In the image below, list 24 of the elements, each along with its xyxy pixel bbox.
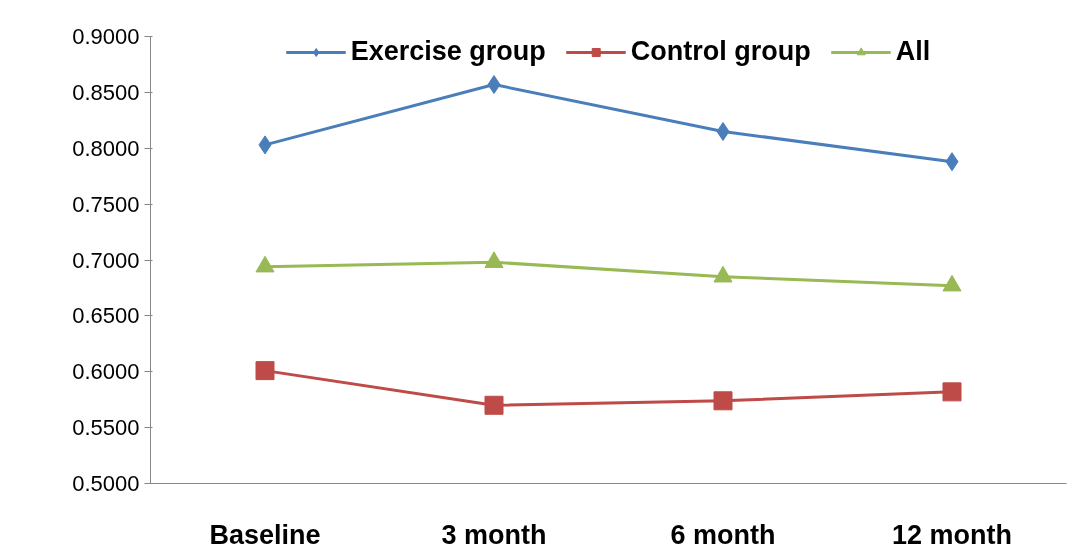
y-tick-label: 0.7000	[72, 247, 140, 273]
y-tick-label: 0.8000	[72, 135, 140, 161]
legend-label: Control group	[630, 36, 811, 67]
x-tick-label: 12 month	[891, 519, 1013, 550]
y-tick-label: 0.5500	[72, 415, 140, 441]
legend-label: Exercise group	[350, 36, 546, 67]
y-tick-label: 0.6500	[72, 303, 140, 329]
point	[484, 395, 504, 415]
point	[255, 361, 275, 381]
point	[487, 75, 501, 95]
point	[945, 152, 959, 172]
x-tick-label: 6 month	[670, 519, 776, 550]
legend-label: All	[895, 36, 931, 67]
point	[942, 382, 962, 402]
y-tick-label: 0.6000	[72, 359, 140, 385]
y-tick-label: 0.8500	[72, 79, 140, 105]
point	[713, 391, 733, 411]
y-tick-label: 0.9000	[72, 24, 140, 49]
x-tick-label: 3 month	[441, 519, 547, 550]
y-tick-label: 0.7500	[72, 191, 140, 217]
point	[258, 135, 272, 155]
y-tick-label: 0.5000	[72, 471, 140, 496]
point	[716, 121, 730, 141]
x-tick-label: Baseline	[209, 519, 321, 550]
